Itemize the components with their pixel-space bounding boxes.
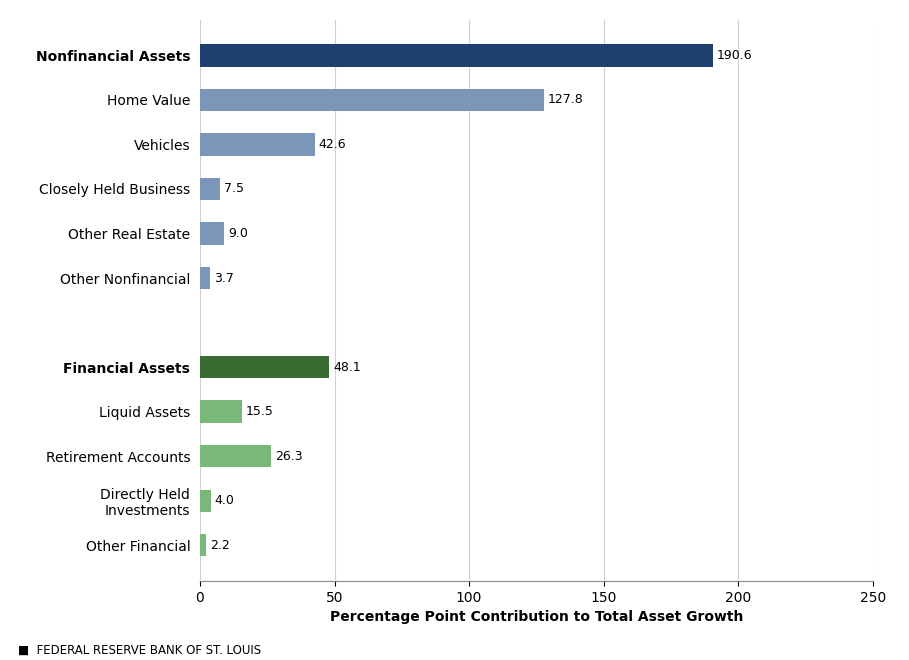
Text: 127.8: 127.8 — [548, 94, 584, 106]
Text: 26.3: 26.3 — [275, 449, 303, 463]
Bar — [200, 89, 544, 111]
Text: 9.0: 9.0 — [228, 227, 248, 240]
Bar — [200, 267, 210, 289]
X-axis label: Percentage Point Contribution to Total Asset Growth: Percentage Point Contribution to Total A… — [330, 610, 743, 624]
Bar — [200, 222, 225, 245]
Text: 2.2: 2.2 — [210, 539, 230, 552]
Text: 3.7: 3.7 — [214, 271, 234, 284]
Text: 15.5: 15.5 — [245, 405, 274, 418]
Text: 7.5: 7.5 — [225, 183, 245, 195]
Bar — [200, 534, 206, 556]
Bar — [200, 490, 211, 512]
Bar — [200, 401, 242, 423]
Text: 48.1: 48.1 — [334, 360, 361, 374]
Bar — [200, 133, 315, 156]
Text: ■  FEDERAL RESERVE BANK OF ST. LOUIS: ■ FEDERAL RESERVE BANK OF ST. LOUIS — [18, 644, 261, 657]
Text: 4.0: 4.0 — [215, 494, 235, 507]
Bar — [200, 445, 271, 467]
Bar — [200, 44, 713, 67]
Bar — [200, 178, 220, 200]
Bar — [200, 356, 329, 378]
Text: 190.6: 190.6 — [717, 49, 753, 62]
Text: 42.6: 42.6 — [319, 138, 346, 151]
